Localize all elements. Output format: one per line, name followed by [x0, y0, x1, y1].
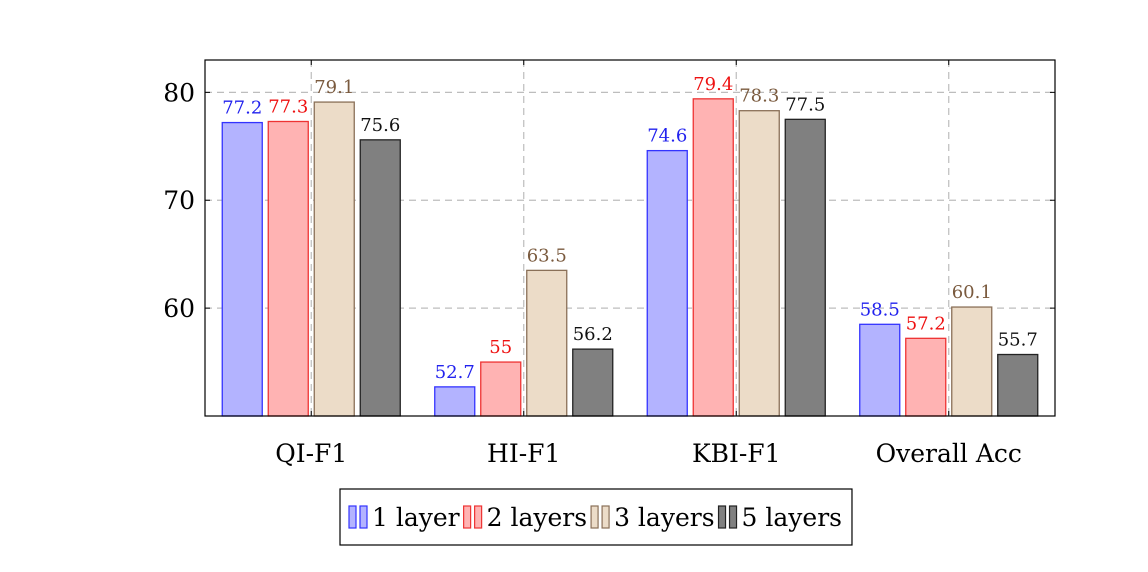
legend-swatch	[728, 505, 738, 529]
data-label: 52.7	[435, 362, 475, 383]
data-label: 74.6	[647, 126, 687, 147]
bar	[480, 361, 522, 417]
data-label: 58.5	[860, 299, 900, 320]
legend-swatch	[601, 505, 610, 529]
data-label: 63.5	[527, 245, 567, 266]
data-label: 60.1	[952, 282, 992, 303]
y-axis: 60 70 80	[163, 78, 1055, 323]
legend-label: 5 layers	[742, 503, 842, 532]
bar	[434, 386, 476, 417]
data-label: 57.2	[906, 313, 946, 334]
x-axis: QI-F1 HI-F1 KBI-F1 Overall Acc	[275, 60, 1022, 468]
bar	[359, 139, 401, 417]
legend-item: 5 layers	[717, 503, 842, 532]
data-label: 77.5	[785, 94, 825, 115]
legend-swatch	[348, 505, 357, 529]
legend-label: 2 layers	[487, 503, 587, 532]
x-tick-label: QI-F1	[275, 439, 347, 468]
bar	[221, 121, 263, 417]
bar	[646, 149, 688, 417]
legend-swatch	[717, 505, 727, 529]
bar	[784, 118, 826, 417]
y-tick-label: 70	[163, 186, 195, 215]
plot-frame	[204, 59, 1056, 417]
bar	[313, 101, 355, 417]
data-label: 55	[489, 337, 512, 358]
bar	[738, 110, 780, 417]
legend-label: 1 layer	[372, 503, 460, 532]
bar	[692, 98, 734, 417]
legend-label: 3 layers	[614, 503, 714, 532]
data-labels: 77.2 77.3 79.1 75.6 52.7 55 63.5 56.2 74.6 79.4 78…	[222, 74, 1038, 383]
legend-item: 2 layers	[463, 503, 587, 532]
bar	[859, 323, 901, 417]
bar	[267, 120, 309, 417]
legend-swatch	[359, 505, 368, 529]
legend: 1 layer 2 layers 3 layers 5 layers	[339, 488, 853, 546]
legend-item: 1 layer	[348, 503, 460, 532]
legend-swatch	[590, 505, 599, 529]
bar	[997, 353, 1039, 417]
x-tick-label: Overall Acc	[876, 439, 1022, 468]
data-label: 79.4	[693, 74, 733, 95]
bar	[905, 337, 947, 417]
bar	[526, 269, 568, 417]
legend-item: 3 layers	[590, 503, 715, 532]
data-label: 56.2	[573, 324, 613, 345]
legend-swatch	[474, 505, 483, 529]
legend-swatch	[463, 505, 472, 529]
data-label: 77.3	[268, 96, 308, 117]
x-tick-label: KBI-F1	[692, 439, 781, 468]
data-label: 77.2	[222, 98, 262, 119]
data-label: 55.7	[998, 330, 1038, 351]
y-tick-label: 60	[163, 294, 195, 323]
bar	[572, 348, 614, 417]
x-tick-label: HI-F1	[487, 439, 560, 468]
bar	[951, 306, 993, 417]
data-label: 79.1	[314, 77, 354, 98]
y-tick-label: 80	[163, 78, 195, 107]
grid-lines	[205, 60, 1055, 416]
bars	[221, 98, 1039, 417]
data-label: 78.3	[739, 86, 779, 107]
data-label: 75.6	[360, 115, 400, 136]
